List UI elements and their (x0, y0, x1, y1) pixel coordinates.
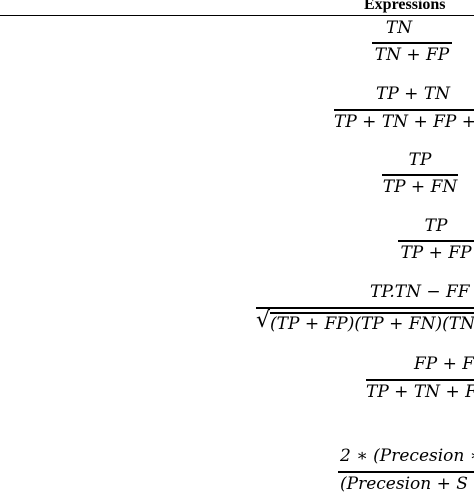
numerator: TP (424, 216, 448, 236)
numerator: TP + TN (376, 84, 451, 104)
expression-error-rate: FP + F TP + TN + F (366, 354, 474, 404)
expression-f1-score: 2 ∗ (Precesion ∗ (Precesion + S (338, 446, 474, 502)
column-header-expressions: Expressions (364, 0, 446, 13)
denominator: TN + FP (374, 45, 450, 65)
header-rule (0, 15, 474, 16)
radical-overline (270, 312, 474, 314)
denominator: TP + TN + FP + (334, 112, 474, 132)
fraction-bar (334, 109, 474, 111)
denominator: TP + FP (400, 243, 472, 263)
fraction-bar (372, 42, 452, 44)
denominator: TP + FN (382, 177, 458, 197)
expression-precision: TP TP + FP (398, 216, 474, 266)
expression-specificity: TN TN + FP (372, 18, 462, 68)
numerator: FP + F (414, 354, 474, 374)
expression-mcc: TP.TN − FF √ (TP + FP)(TP + FN)(TN (256, 282, 474, 342)
numerator: 2 ∗ (Precesion ∗ (340, 446, 474, 466)
numerator: TP.TN − FF (370, 282, 470, 302)
expression-recall: TP TP + FN (382, 150, 462, 200)
numerator: TN (385, 18, 413, 38)
fraction-bar (382, 174, 458, 176)
numerator: TP (408, 150, 432, 170)
fraction-bar (398, 240, 474, 242)
denominator: TP + TN + F (366, 382, 474, 402)
expression-accuracy: TP + TN TP + TN + FP + (334, 84, 474, 134)
square-root-icon: √ (256, 308, 271, 333)
fraction-bar (338, 471, 474, 473)
fraction-bar (366, 379, 474, 381)
table-header: Expressions (0, 0, 474, 16)
denominator: (TP + FP)(TP + FN)(TN (270, 314, 474, 334)
fraction-bar (256, 307, 474, 309)
denominator: (Precesion + S (340, 474, 468, 494)
